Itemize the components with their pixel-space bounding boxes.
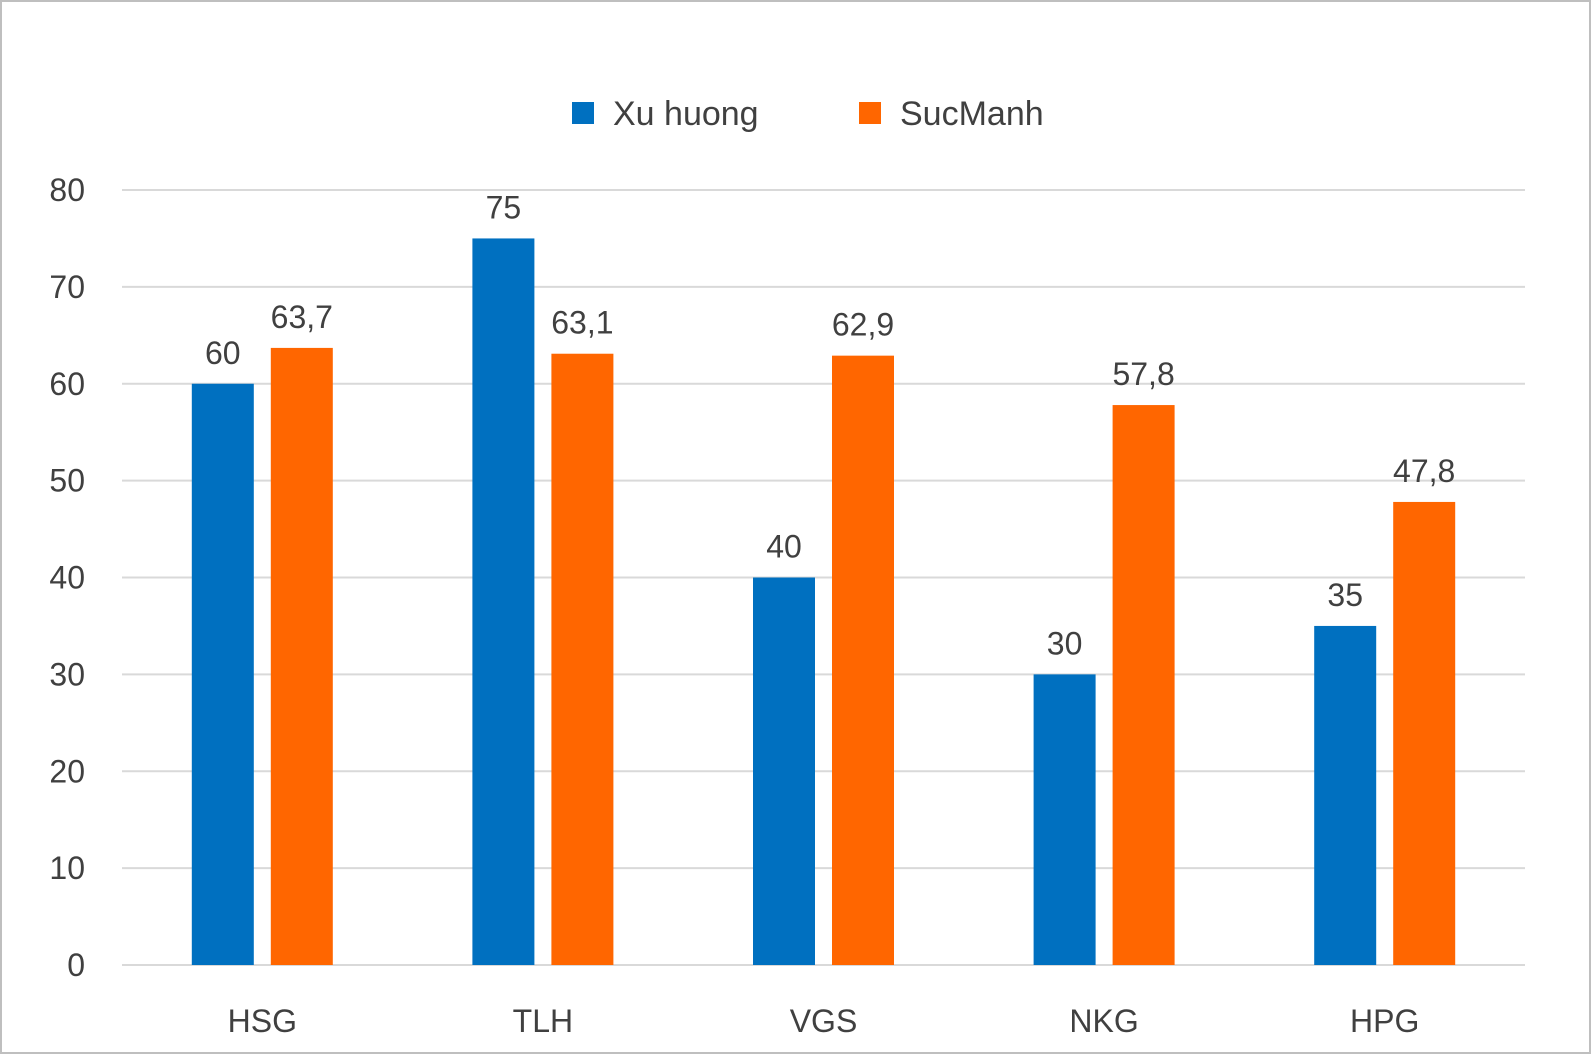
- bar-sucmanh-tlh: [551, 353, 614, 965]
- data-label: 40: [766, 529, 802, 565]
- x-tick-label: TLH: [513, 1003, 573, 1039]
- data-label: 63,7: [271, 299, 333, 335]
- data-label: 75: [486, 189, 522, 225]
- data-label: 62,9: [832, 307, 894, 343]
- data-label: 60: [205, 335, 241, 371]
- y-tick-label: 30: [49, 656, 85, 692]
- bar-xu-huong-nkg: [1033, 674, 1096, 965]
- bar-sucmanh-hsg: [270, 347, 333, 965]
- legend-label: Xu huong: [613, 95, 759, 133]
- legend-swatch-sucmanh: [859, 102, 881, 124]
- y-tick-label: 70: [49, 269, 85, 305]
- y-tick-label: 50: [49, 463, 85, 499]
- data-label: 57,8: [1112, 356, 1174, 392]
- legend-swatch-xu-huong: [572, 102, 594, 124]
- y-tick-label: 20: [49, 753, 85, 789]
- y-tick-label: 10: [49, 850, 85, 886]
- bar-xu-huong-hpg: [1314, 625, 1377, 965]
- bar-sucmanh-nkg: [1112, 405, 1175, 965]
- bar-xu-huong-tlh: [472, 238, 535, 965]
- data-label: 47,8: [1393, 453, 1455, 489]
- bar-sucmanh-vgs: [832, 355, 894, 965]
- data-label: 35: [1327, 577, 1363, 613]
- x-tick-label: HSG: [228, 1003, 297, 1039]
- data-label: 30: [1047, 625, 1083, 661]
- x-tick-label: HPG: [1350, 1003, 1419, 1039]
- bar-sucmanh-hpg: [1393, 501, 1456, 965]
- y-tick-label: 60: [49, 366, 85, 402]
- x-tick-label: NKG: [1069, 1003, 1138, 1039]
- data-label: 63,1: [551, 305, 613, 341]
- bar-xu-huong-hsg: [191, 383, 254, 965]
- y-tick-label: 80: [49, 172, 85, 208]
- y-tick-label: 40: [49, 560, 85, 596]
- y-tick-label: 0: [67, 947, 85, 983]
- bar-xu-huong-vgs: [753, 577, 815, 965]
- legend-label: SucManh: [900, 95, 1044, 133]
- x-tick-label: VGS: [790, 1003, 858, 1039]
